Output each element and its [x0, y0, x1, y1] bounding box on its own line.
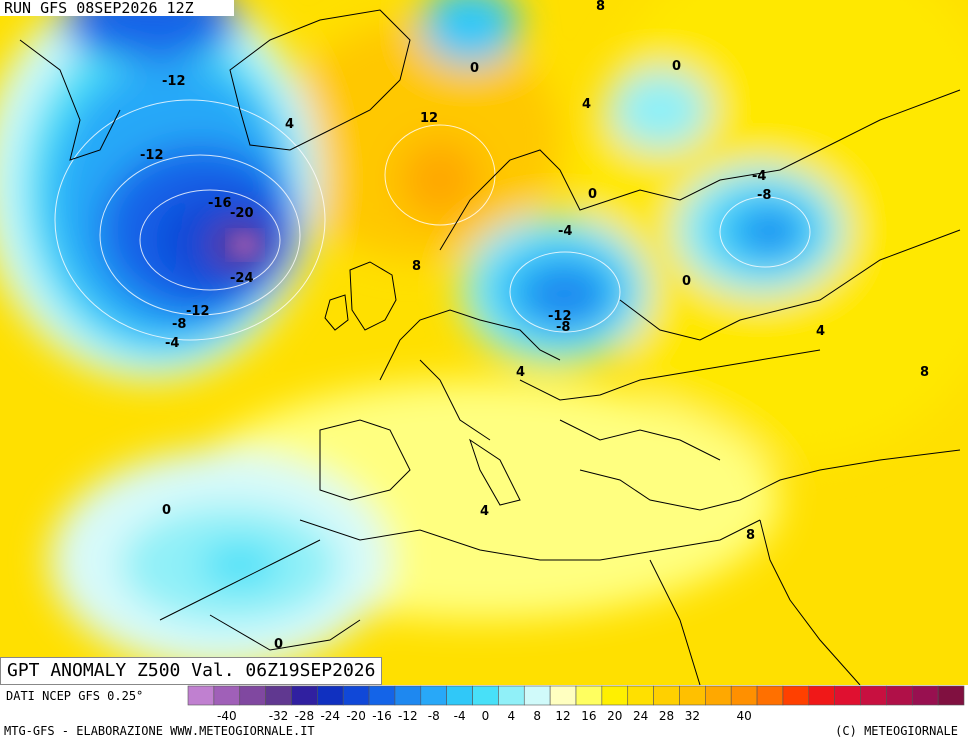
legend-tick-label: 28: [659, 709, 674, 723]
data-source-label: DATI NCEP GFS 0.25°: [6, 689, 144, 703]
legend-tick-label: -4: [454, 709, 466, 723]
contour-label: -4: [165, 336, 179, 351]
legend-swatch: [601, 685, 629, 706]
contour-label: -4: [558, 224, 572, 239]
legend-swatch: [834, 685, 861, 706]
legend-swatch: [498, 685, 525, 706]
legend-tick-label: -40: [217, 709, 237, 723]
legend-tick-label: 40: [736, 709, 751, 723]
contour-label: 4: [516, 365, 525, 380]
contour-label: 8: [746, 528, 755, 543]
legend-tick-label: -32: [269, 709, 289, 723]
contour-label: 8: [412, 259, 421, 274]
coastlines: [19, 9, 961, 685]
contour-label: 8: [920, 365, 929, 380]
legend-swatch: [627, 685, 654, 706]
contour-label: 4: [285, 117, 294, 132]
legend-swatch: [756, 685, 784, 706]
legend-tick-label: 16: [581, 709, 596, 723]
legend-swatch: [265, 685, 292, 706]
legend-swatch: [420, 685, 447, 706]
contour-label: -8: [556, 320, 570, 335]
legend-tick-label: -20: [346, 709, 366, 723]
legend-swatch: [394, 685, 422, 706]
legend-swatch: [705, 685, 732, 706]
contour-label: -8: [757, 188, 771, 203]
credit-right: (C) METEOGIORNALE: [835, 724, 958, 738]
map-title: GPT ANOMALY Z500 Val. 06Z19SEP2026: [0, 657, 383, 685]
contour-label: 0: [274, 637, 283, 652]
legend-tick-label: -8: [428, 709, 440, 723]
contour-label: -20: [230, 206, 254, 221]
contour-label: 4: [480, 504, 489, 519]
contour-label: -12: [140, 148, 164, 163]
color-scale-legend: -40 -32 -28 -24 -20 -16 -12 -8 -4 0 4 8 12 16 20 24 28 32…: [187, 685, 965, 723]
legend-swatch: [187, 685, 215, 706]
contour-label: 12: [420, 111, 438, 126]
contour-label: 4: [582, 97, 591, 112]
anomaly-field: [0, 0, 968, 670]
legend-tick-label: -28: [295, 709, 315, 723]
legend-swatch: [782, 685, 810, 706]
legend-swatch: [911, 685, 939, 706]
contour-label: -12: [548, 309, 572, 324]
contour-labels: 8 0 0 4 4 12 -12 -12 -16 -20 -24 -12 -8 …: [140, 0, 929, 652]
legend-tick-label: 8: [533, 709, 541, 723]
legend-swatch: [368, 685, 396, 706]
legend-tick-label: 4: [508, 709, 516, 723]
contour-label: 0: [682, 274, 691, 289]
legend-tick-label: -24: [320, 709, 340, 723]
legend-swatch: [808, 685, 835, 706]
contour-label: -8: [172, 317, 186, 332]
map-canvas: 8 0 0 4 4 12 -12 -12 -16 -20 -24 -12 -8 …: [0, 0, 968, 685]
contour-label: -24: [230, 271, 254, 286]
credit-left: MTG-GFS - ELABORAZIONE WWW.METEOGIORNALE…: [4, 724, 315, 738]
legend-swatch: [239, 685, 266, 706]
contour-label: 0: [162, 503, 171, 518]
legend-swatch: [549, 685, 577, 706]
contour-label: 0: [470, 61, 479, 76]
legend-swatch: [679, 685, 706, 706]
contour-label: -16: [208, 196, 232, 211]
legend-swatch: [291, 685, 318, 706]
legend-swatch: [472, 685, 499, 706]
contour-label: 0: [672, 59, 681, 74]
run-label: RUN GFS 08SEP2026 12Z: [0, 0, 234, 16]
legend-tick-label: 12: [555, 709, 570, 723]
contour-label: -12: [162, 74, 186, 89]
contour-label: 8: [596, 0, 605, 14]
legend-swatch: [886, 685, 913, 706]
contour-label: 0: [588, 187, 597, 202]
legend-swatch: [860, 685, 887, 706]
legend-swatch: [575, 685, 603, 706]
legend-swatch: [653, 685, 680, 706]
footer: DATI NCEP GFS 0.25° -40 -32 -28 -24 -20 -16 -1…: [0, 685, 968, 745]
legend-tick-label: 24: [633, 709, 648, 723]
legend-swatch: [213, 685, 241, 706]
contour-label: -12: [186, 304, 210, 319]
legend-swatch: [317, 685, 344, 706]
anomaly-map: 8 0 0 4 4 12 -12 -12 -16 -20 -24 -12 -8 …: [0, 0, 968, 685]
legend-tick-label: 0: [482, 709, 490, 723]
legend-swatch: [446, 685, 473, 706]
legend-tick-label: 32: [685, 709, 700, 723]
legend-tick-label: 20: [607, 709, 622, 723]
contour-label: -4: [752, 169, 766, 184]
legend-swatch: [730, 685, 758, 706]
legend-swatch: [523, 685, 551, 706]
contour-label: 4: [816, 324, 825, 339]
legend-tick-label: -16: [372, 709, 392, 723]
legend-tick-label: -12: [398, 709, 418, 723]
legend-swatch: [342, 685, 370, 706]
legend-swatch: [937, 685, 965, 706]
